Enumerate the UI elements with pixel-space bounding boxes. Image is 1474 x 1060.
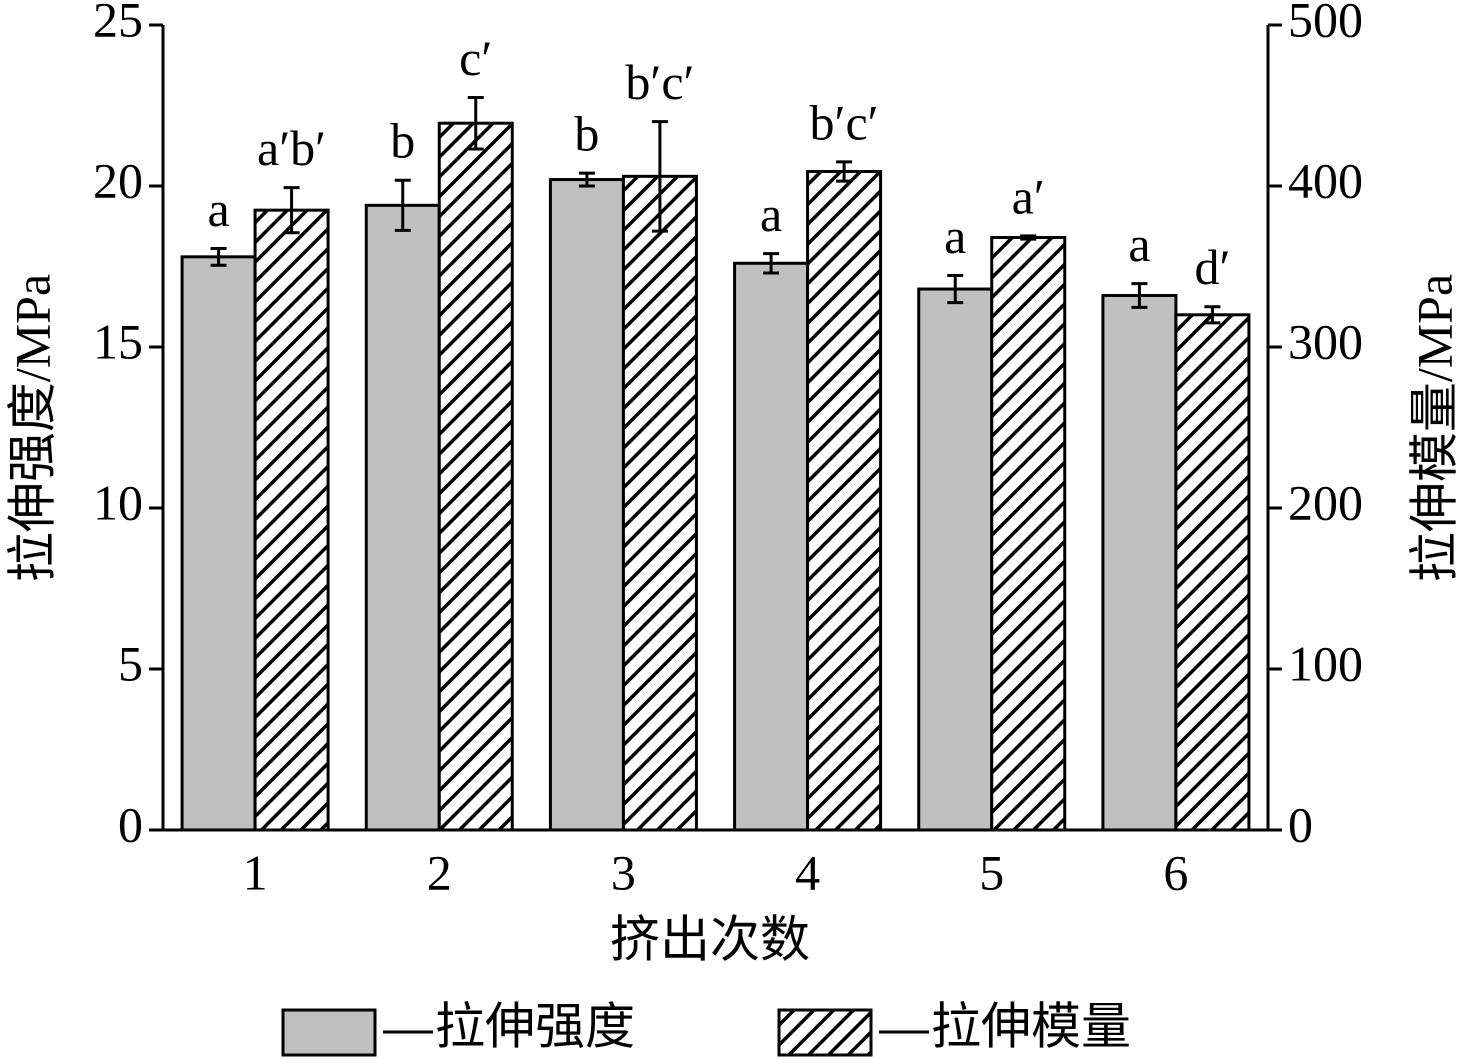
significance-label: a — [1128, 216, 1150, 272]
significance-label: a — [207, 181, 229, 237]
bar — [1174, 313, 1251, 832]
error-bar — [836, 160, 853, 183]
bar — [621, 174, 698, 832]
legend-swatch — [281, 1008, 377, 1057]
y-tick-label: 5 — [118, 635, 143, 691]
significance-label: a — [944, 208, 966, 264]
y-tick-label: 25 — [93, 0, 143, 47]
error-bar — [1204, 305, 1221, 325]
bar — [917, 287, 994, 832]
error-bar — [283, 186, 300, 235]
legend-label: 拉伸强度 — [435, 998, 635, 1054]
y2-tick-label: 200 — [1288, 474, 1363, 530]
x-axis-label: 挤出次数 — [610, 911, 810, 967]
x-tick-label: 3 — [611, 844, 636, 900]
y-tick-label: 0 — [118, 796, 143, 852]
significance-label: a′b′ — [257, 120, 326, 176]
x-tick-label: 6 — [1163, 844, 1188, 900]
bar — [364, 203, 441, 832]
bar — [806, 170, 883, 832]
error-bar — [763, 252, 780, 275]
y2-tick-label: 400 — [1288, 152, 1363, 208]
bar — [437, 121, 514, 832]
y2-axis-label: 拉伸模量/MPa — [1406, 274, 1462, 582]
bar — [733, 261, 810, 832]
bar — [253, 208, 330, 832]
significance-label: b — [390, 113, 415, 169]
significance-label: d′ — [1194, 239, 1230, 295]
legend-label: 拉伸模量 — [931, 998, 1131, 1054]
bar — [548, 178, 625, 832]
legend-swatch — [777, 1008, 873, 1057]
significance-label: b′c′ — [810, 94, 879, 150]
bar — [1101, 293, 1178, 832]
error-bar — [1131, 282, 1148, 309]
y-tick-label: 15 — [93, 313, 143, 369]
y2-tick-label: 100 — [1288, 635, 1363, 691]
y-tick-label: 20 — [93, 152, 143, 208]
error-bar — [467, 95, 484, 151]
error-bar — [1020, 234, 1037, 241]
x-tick-label: 1 — [243, 844, 268, 900]
significance-label: a′ — [1012, 168, 1045, 224]
error-bar — [210, 246, 227, 267]
bar — [990, 236, 1067, 832]
error-bar — [394, 178, 411, 232]
y2-tick-label: 300 — [1288, 313, 1363, 369]
y-tick-label: 10 — [93, 474, 143, 530]
significance-label: a — [760, 186, 782, 242]
x-tick-label: 4 — [795, 844, 820, 900]
error-bar — [651, 120, 668, 233]
significance-label: c′ — [459, 30, 492, 86]
significance-label: b — [574, 106, 599, 162]
bar — [180, 255, 257, 832]
y-axis-label: 拉伸强度/MPa — [4, 274, 60, 582]
error-bar — [947, 274, 964, 305]
significance-label: b′c′ — [625, 54, 694, 110]
x-tick-label: 2 — [427, 844, 452, 900]
y2-tick-label: 500 — [1288, 0, 1363, 47]
x-tick-label: 5 — [979, 844, 1004, 900]
y2-tick-label: 0 — [1288, 796, 1313, 852]
error-bar — [578, 171, 595, 188]
